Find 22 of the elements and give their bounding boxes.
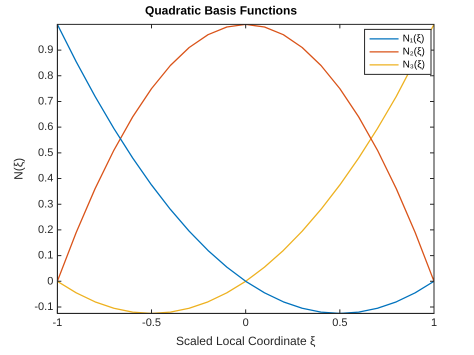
- x-tick-label: -1: [52, 317, 62, 330]
- y-tick-label: 0.1: [38, 250, 54, 262]
- y-axis-title: N(ξ): [12, 158, 26, 180]
- x-tick-label: 0.5: [332, 317, 348, 330]
- y-tick-label: 0.9: [38, 44, 54, 56]
- x-tick-label: 1: [430, 317, 438, 330]
- legend-label: N₂(ξ): [402, 46, 425, 58]
- x-tick-label: -0.5: [142, 317, 161, 330]
- legend-label: N₁(ξ): [402, 34, 424, 45]
- y-tick-label: -0.1: [34, 301, 54, 314]
- y-tick-label: 0.5: [38, 146, 54, 159]
- x-axis-title: Scaled Local Coordinate ξ: [176, 334, 316, 348]
- legend-label: N₃(ξ): [402, 60, 426, 71]
- y-tick-label: 0.8: [38, 70, 54, 82]
- y-tick-label: 0.6: [38, 121, 54, 134]
- y-tick-label: 0.7: [38, 96, 54, 108]
- y-tick-label: 0.3: [38, 198, 54, 210]
- x-tick-label: 0: [242, 317, 249, 330]
- y-tick-label: 0: [47, 275, 54, 288]
- y-tick-label: 0.4: [38, 172, 54, 185]
- y-tick-label: 0.2: [38, 224, 54, 236]
- chart-title: Quadratic Basis Functions: [144, 4, 298, 18]
